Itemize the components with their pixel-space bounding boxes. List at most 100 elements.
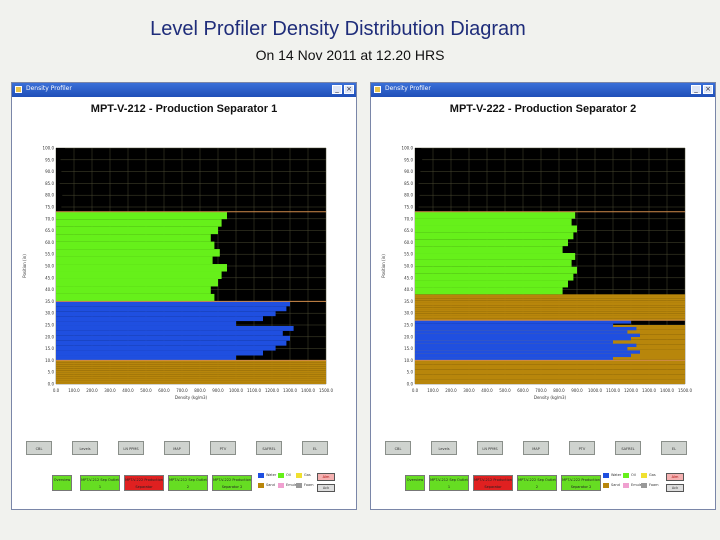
legend-water-swatch bbox=[603, 473, 609, 478]
nav-button-el[interactable]: EL bbox=[661, 441, 687, 455]
alarm-indicator[interactable]: Alm bbox=[666, 473, 684, 481]
y-tick-label: 15.0 bbox=[45, 346, 54, 351]
ack-button[interactable]: Ack bbox=[317, 484, 335, 492]
density-bar-sand bbox=[415, 374, 685, 380]
y-tick-label: 45.0 bbox=[45, 275, 54, 280]
density-bar-oil bbox=[415, 246, 563, 254]
nav-button-levels[interactable]: Levels bbox=[72, 441, 98, 455]
y-tick-label: 85.0 bbox=[45, 181, 54, 186]
density-bar-oil bbox=[415, 280, 568, 288]
nav-button-map[interactable]: MAP bbox=[523, 441, 549, 455]
density-bar-sand bbox=[56, 376, 326, 379]
nav-button-levels[interactable]: Levels bbox=[431, 441, 457, 455]
y-tick-label: 85.0 bbox=[404, 181, 413, 186]
nav-button-cbl[interactable]: CBL bbox=[385, 441, 411, 455]
x-tick-label: 400.0 bbox=[481, 388, 493, 393]
density-bar-gas bbox=[56, 153, 63, 159]
density-bar-oil bbox=[56, 211, 227, 220]
close-icon[interactable]: × bbox=[344, 85, 354, 94]
close-icon[interactable]: × bbox=[703, 85, 713, 94]
minimize-icon[interactable]: _ bbox=[691, 85, 701, 94]
y-tick-label: 70.0 bbox=[404, 216, 413, 221]
density-bar-sand bbox=[56, 366, 326, 369]
nav-button-map[interactable]: MAP bbox=[164, 441, 190, 455]
legend-gas-label: Gas bbox=[304, 473, 311, 477]
density-bar-water bbox=[56, 345, 276, 351]
y-tick-label: 90.0 bbox=[45, 169, 54, 174]
x-tick-label: 500.0 bbox=[140, 388, 152, 393]
x-axis-label: Density (kg/m3) bbox=[175, 395, 208, 400]
production-separator-button[interactable]: MPT-V-212 Production Separator bbox=[473, 475, 513, 491]
sep-outlet-1-button[interactable]: MPT-V-212 Sep Outlet 1 bbox=[80, 475, 120, 491]
production-separator-2-button[interactable]: MPT-V-222 Production Separator 2 bbox=[212, 475, 252, 491]
density-bar-water bbox=[56, 311, 276, 317]
nav-button-ptv[interactable]: PTV bbox=[569, 441, 595, 455]
density-bar-water bbox=[415, 333, 640, 337]
x-tick-label: 700.0 bbox=[535, 388, 547, 393]
density-bar-sand bbox=[415, 305, 685, 308]
ack-button[interactable]: Ack bbox=[666, 484, 684, 492]
density-bar-oil bbox=[56, 256, 213, 265]
sep-outlet-1-button[interactable]: MPT-V-212 Sep Outlet 1 bbox=[429, 475, 469, 491]
density-bar-gas bbox=[415, 174, 422, 180]
y-tick-label: 100.0 bbox=[43, 146, 55, 151]
y-tick-label: 45.0 bbox=[404, 275, 413, 280]
nav-button-cbl[interactable]: CBL bbox=[26, 441, 52, 455]
density-bar-gas bbox=[415, 148, 422, 154]
nav-button-ppms[interactable]: LN PPMS bbox=[477, 441, 503, 455]
production-separator-button[interactable]: MPT-V-222 Production Separator bbox=[124, 475, 164, 491]
app-icon bbox=[15, 86, 22, 93]
nav-button-safrel[interactable]: SAFREL bbox=[256, 441, 282, 455]
y-tick-label: 5.0 bbox=[407, 370, 414, 375]
density-bar-sand bbox=[415, 309, 685, 312]
x-tick-label: 900.0 bbox=[571, 388, 583, 393]
density-bar-gas bbox=[415, 185, 423, 191]
sep-outlet-2-button[interactable]: MPT-V-212 Sep Outlet 2 bbox=[168, 475, 208, 491]
x-tick-label: 800.0 bbox=[553, 388, 565, 393]
y-tick-label: 35.0 bbox=[404, 299, 413, 304]
y-tick-label: 95.0 bbox=[45, 157, 54, 162]
legend-sand-swatch bbox=[258, 483, 264, 488]
nav-button-el[interactable]: EL bbox=[302, 441, 328, 455]
x-tick-label: 1200.0 bbox=[265, 388, 279, 393]
density-bar-gas bbox=[56, 179, 60, 186]
overview-button[interactable]: Overview bbox=[405, 475, 425, 491]
nav-button-safrel[interactable]: SAFREL bbox=[615, 441, 641, 455]
y-tick-label: 50.0 bbox=[45, 264, 54, 269]
density-bar-water bbox=[56, 301, 290, 307]
y-tick-label: 70.0 bbox=[45, 216, 54, 221]
nav-button-ppms[interactable]: LN PPMS bbox=[118, 441, 144, 455]
chart-title: MPT-V-222 - Production Separator 2 bbox=[449, 103, 637, 115]
legend-gas-swatch bbox=[296, 473, 302, 478]
legend-water-swatch bbox=[258, 473, 264, 478]
y-tick-label: 95.0 bbox=[404, 157, 413, 162]
y-tick-label: 40.0 bbox=[45, 287, 54, 292]
alarm-indicator[interactable]: Alm bbox=[317, 473, 335, 481]
density-bar-gas bbox=[415, 169, 421, 175]
legend-foam-swatch bbox=[641, 483, 647, 488]
x-tick-label: 1200.0 bbox=[624, 388, 638, 393]
x-tick-label: 300.0 bbox=[104, 388, 116, 393]
density-bar-oil bbox=[415, 218, 572, 226]
density-bar-gas bbox=[415, 206, 419, 212]
density-bar-sand bbox=[415, 364, 685, 370]
slide-subtitle: On 14 Nov 2011 at 12.20 HRS bbox=[255, 47, 445, 63]
x-tick-label: 0.0 bbox=[53, 388, 60, 393]
minimize-icon[interactable]: _ bbox=[332, 85, 342, 94]
sep-outlet-2-button[interactable]: MPT-V-222 Sep Outlet 2 bbox=[517, 475, 557, 491]
density-bar-sand bbox=[415, 311, 685, 314]
density-bar-gas bbox=[56, 190, 63, 196]
nav-button-row: CBL Levels LN PPMS MAP PTV SAFREL EL bbox=[371, 441, 715, 457]
density-bar-oil bbox=[415, 232, 574, 240]
density-bar-water bbox=[415, 350, 640, 354]
x-tick-label: 1100.0 bbox=[606, 388, 620, 393]
legend-oil-label: Oil bbox=[631, 473, 636, 477]
legend-water-label: Water bbox=[611, 473, 622, 477]
production-separator-2-button[interactable]: MPT-V-222 Production Separator 2 bbox=[561, 475, 601, 491]
density-bar-oil bbox=[415, 266, 577, 274]
nav-button-ptv[interactable]: PTV bbox=[210, 441, 236, 455]
y-tick-label: 75.0 bbox=[404, 205, 413, 210]
overview-button[interactable]: Overview bbox=[52, 475, 72, 491]
legend-emulsion-swatch bbox=[623, 483, 629, 488]
legend-sand-label: Sand bbox=[266, 483, 275, 487]
